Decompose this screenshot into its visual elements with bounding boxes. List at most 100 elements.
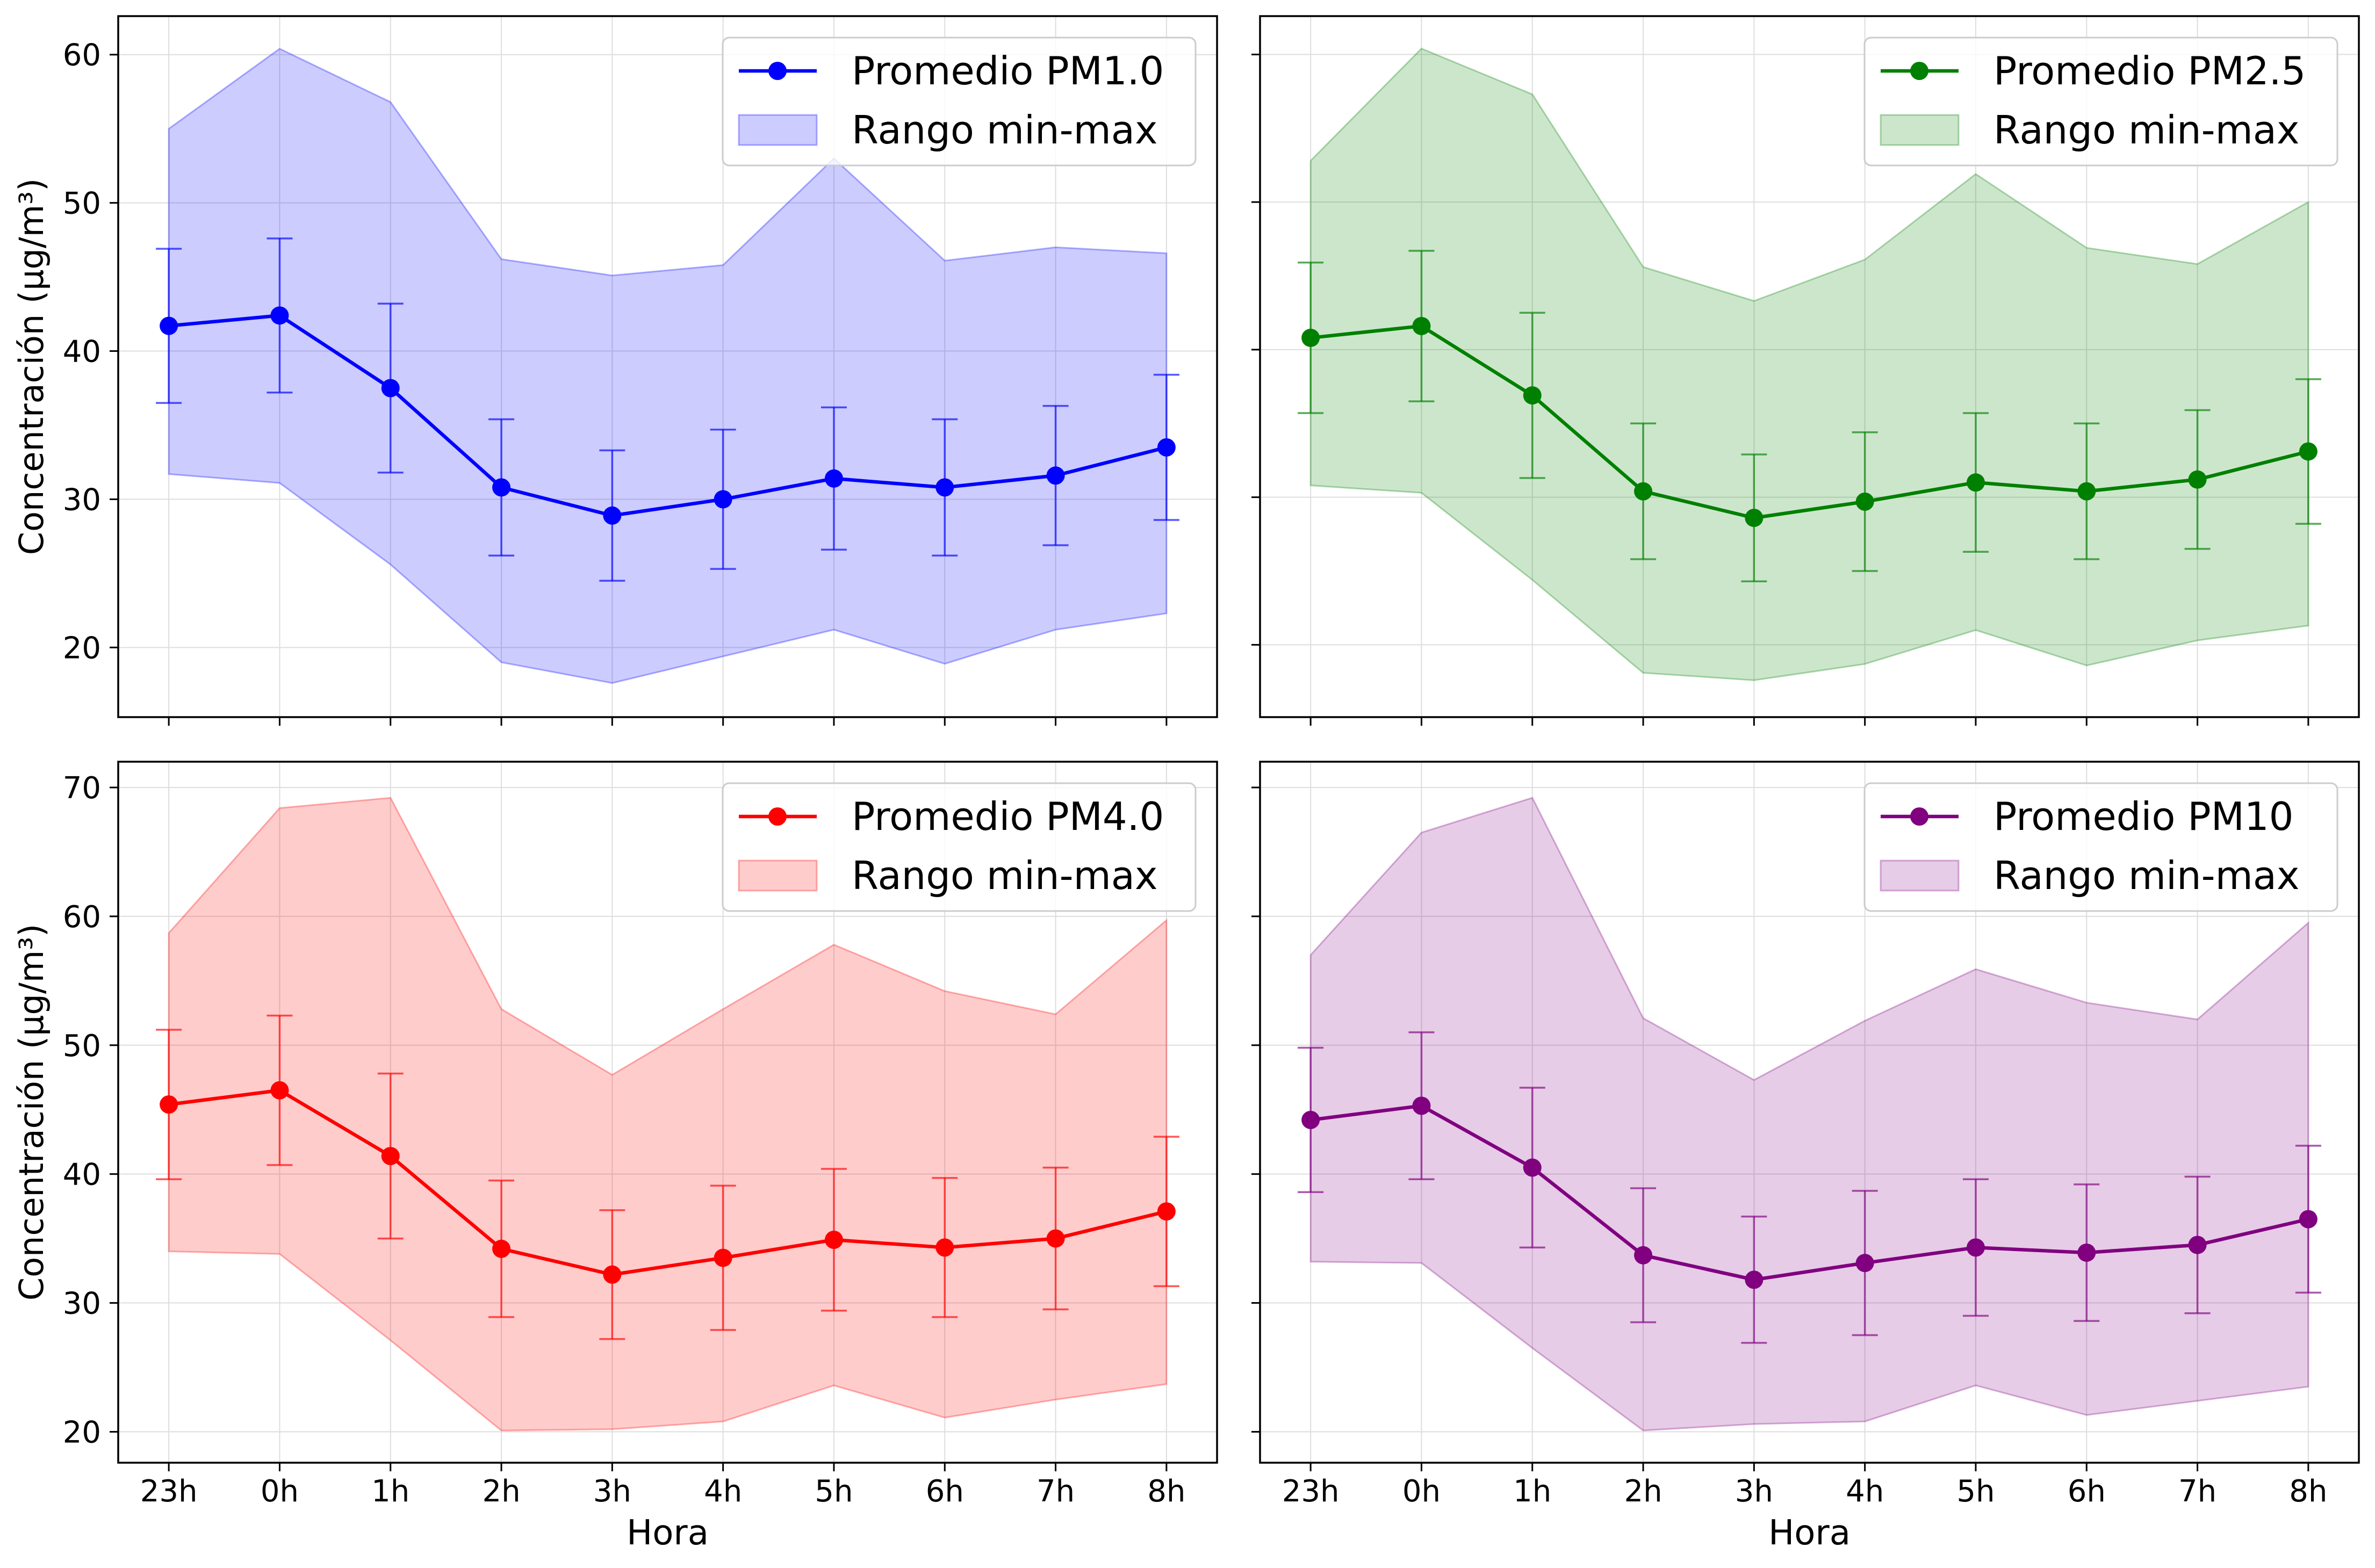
data-point (603, 506, 622, 525)
data-point (1046, 466, 1065, 485)
data-point (1157, 438, 1176, 457)
y-axis-label: Concentración (µg/m³) (12, 178, 51, 555)
legend: Promedio PM2.5 Rango min-max (1863, 37, 2338, 167)
legend-label-range: Rango min-max (1993, 853, 2299, 898)
x-tick-label: 8h (1147, 1474, 1185, 1509)
data-point (1157, 1202, 1176, 1221)
x-tick-label: 2h (482, 1474, 520, 1509)
y-tick-label: 40 (63, 1158, 101, 1193)
y-tick-label: 70 (63, 771, 101, 806)
legend-label-mean: Promedio PM1.0 (852, 48, 1164, 93)
legend-band-swatch (1880, 114, 1960, 146)
legend-band-swatch (738, 859, 818, 892)
x-tick-label: 23h (1282, 1474, 1340, 1509)
x-tick-label: 23h (140, 1474, 198, 1509)
y-tick-label: 60 (63, 38, 101, 73)
x-tick-label: 7h (1037, 1474, 1075, 1509)
data-point (160, 316, 178, 335)
data-point (935, 1238, 954, 1257)
legend-band-swatch (738, 114, 818, 146)
y-tick-label: 50 (63, 186, 101, 221)
data-point (2077, 1243, 2096, 1262)
x-tick-label: 7h (2178, 1474, 2216, 1509)
range-band (168, 47, 1168, 684)
legend-label-range: Rango min-max (852, 853, 1157, 898)
data-point (1745, 509, 1764, 528)
panel-1: 20 30 40 50 60 Concentración (µg/m³) Promedio … (12, 15, 1218, 726)
y-tick-label: 60 (63, 900, 101, 935)
legend-label-mean: Promedio PM2.5 (1993, 48, 2306, 93)
legend-frame (722, 782, 1197, 912)
data-point (2077, 482, 2096, 501)
x-tick-label: 3h (1735, 1474, 1773, 1509)
data-point (1855, 1254, 1874, 1273)
data-point (714, 490, 732, 509)
legend-band-swatch (1880, 859, 1960, 892)
mean-line (168, 1088, 1167, 1277)
data-point (2299, 442, 2318, 461)
mean-line (168, 314, 1167, 518)
data-point (270, 1081, 289, 1100)
data-point (1634, 1246, 1653, 1264)
x-tick-label: 6h (926, 1474, 964, 1509)
legend-label-mean: Promedio PM4.0 (852, 794, 1164, 839)
panel-4: 23h 0h 1h 2h 3h 4h 5h 6h 7h 8h Hora Promedio PM10 Ra… (1251, 761, 2360, 1553)
legend: Promedio PM10 Rango min-max (1863, 782, 2338, 912)
axes-frame (117, 15, 1218, 718)
range-band (1309, 47, 2309, 681)
data-point (1046, 1229, 1065, 1248)
data-point (1634, 482, 1653, 501)
x-tick-label: 6h (2068, 1474, 2106, 1509)
data-point (1301, 1110, 1320, 1129)
y-tick-label: 30 (63, 482, 101, 517)
legend-marker-swatch (768, 807, 787, 826)
data-point (2299, 1210, 2318, 1229)
data-point (824, 1230, 843, 1249)
y-tick-label: 20 (63, 1415, 101, 1450)
data-point (1523, 386, 1542, 405)
x-tick-label: 5h (815, 1474, 853, 1509)
data-point (1966, 473, 1985, 492)
legend-marker-swatch (768, 62, 787, 80)
axes-frame (117, 761, 1218, 1464)
plot-area (1298, 797, 2321, 1432)
legend-label-mean: Promedio PM10 (1993, 794, 2293, 839)
x-tick-label: 3h (593, 1474, 631, 1509)
y-tick-label: 50 (63, 1029, 101, 1064)
data-point (492, 1239, 511, 1258)
data-point (160, 1095, 178, 1114)
data-point (1412, 1096, 1431, 1115)
mean-line (1310, 1104, 2309, 1282)
y-tick-label: 30 (63, 1287, 101, 1321)
data-point (1855, 492, 1874, 511)
x-axis-label: Hora (627, 1513, 709, 1553)
panel-3: 23h 0h 1h 2h 3h 4h 5h 6h 7h 8h Hora 20 30 40 50 60 70 Con… (12, 761, 1218, 1553)
legend: Promedio PM4.0 Rango min-max (722, 782, 1197, 912)
legend-frame (1863, 37, 2338, 167)
y-tick-label: 40 (63, 335, 101, 370)
legend-label-range: Rango min-max (1993, 107, 2299, 153)
x-tick-label: 1h (371, 1474, 409, 1509)
x-tick-label: 2h (1624, 1474, 1662, 1509)
legend-frame (1863, 782, 2338, 912)
x-tick-label: 5h (1956, 1474, 1995, 1509)
legend-frame (722, 37, 1197, 167)
plot-area (156, 797, 1179, 1432)
data-point (714, 1248, 732, 1267)
y-axis-label: Concentración (µg/m³) (12, 924, 51, 1300)
legend: Promedio PM1.0 Rango min-max (722, 37, 1197, 167)
data-point (1523, 1158, 1542, 1177)
range-band (168, 797, 1168, 1432)
legend-marker-swatch (1910, 807, 1928, 826)
data-point (381, 1147, 400, 1166)
data-point (1966, 1238, 1985, 1257)
data-point (824, 469, 843, 488)
x-tick-label: 1h (1513, 1474, 1551, 1509)
data-point (1301, 328, 1320, 347)
axes-frame (1259, 15, 2360, 718)
data-point (1745, 1270, 1764, 1289)
data-point (603, 1265, 622, 1284)
data-point (2188, 470, 2207, 489)
data-point (381, 379, 400, 398)
y-tick-label: 20 (63, 631, 101, 666)
